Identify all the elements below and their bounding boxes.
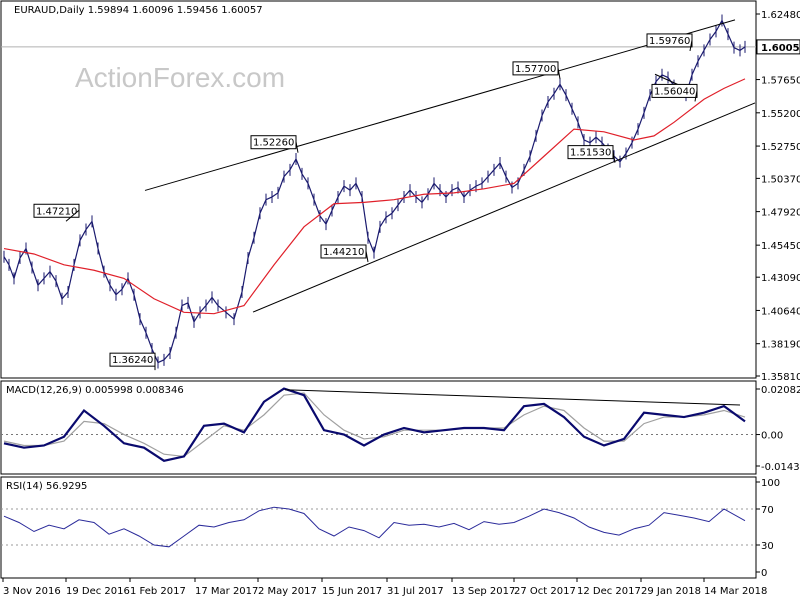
price-layer: [3, 14, 756, 369]
x-tick-label: 14 Mar 2018: [704, 586, 767, 597]
rsi-header: RSI(14) 56.9295: [6, 481, 87, 492]
x-tick-label: 2 May 2017: [258, 586, 317, 597]
x-tick-label: 29 Jan 2018: [641, 586, 701, 597]
rsi-y-tick-label: 100: [761, 478, 780, 489]
macd-y-tick-label: -0.014386: [761, 462, 800, 473]
price-annotation-pointer: [557, 67, 561, 79]
price-y-tick-label: 1.38190: [761, 340, 800, 351]
price-annotation-pointer: [295, 141, 299, 153]
price-annotation-label: 1.51530: [570, 148, 611, 159]
price-annotation-label: 1.56040: [654, 86, 695, 97]
macd-line: [3, 387, 746, 462]
price-y-tick-label: 1.45450: [761, 241, 800, 252]
moving-average-line: [3, 78, 746, 315]
price-y-tick-label: 1.50370: [761, 174, 800, 185]
macd-trend-line: [284, 389, 741, 406]
x-tick-label: 27 Oct 2017: [514, 586, 576, 597]
price-annotation-label: 1.52260: [253, 138, 294, 149]
x-tick-label: 31 Jul 2017: [387, 586, 444, 597]
price-annotation-pointer: [65, 209, 80, 222]
price-annotation-label: 1.44210: [323, 247, 364, 258]
x-tick-label: 15 Jun 2017: [322, 586, 382, 597]
axis-layer: 1.35810 1.38190 1.40640 1.43090 1.45450 1.479…: [2, 10, 800, 597]
macd-layer: [1, 387, 756, 462]
x-tick-label: 17 Mar 2017: [195, 586, 258, 597]
price-y-tick-label: 1.47920: [761, 208, 800, 219]
price-y-tick-label: 1.57650: [761, 76, 800, 87]
trend-line: [144, 19, 736, 191]
price-y-tick-label: 1.40640: [761, 306, 800, 317]
rsi-panel-frame: [0, 476, 757, 579]
macd-panel-frame: [0, 380, 757, 475]
x-tick-label: 12 Dec 2017: [577, 586, 641, 597]
chart-header: EURAUD,Daily 1.59894 1.60096 1.59456 1.6…: [14, 5, 263, 16]
price-annotation-label: 1.36240: [112, 355, 153, 366]
price-y-tick-label: 1.55200: [761, 109, 800, 120]
price-annotation-pointer: [612, 151, 616, 163]
price-y-tick-label: 1.35810: [761, 372, 800, 383]
price-annotation-pointer: [365, 250, 369, 263]
price-y-tick-label: 1.43090: [761, 273, 800, 284]
price-annotation-label: 1.59760: [649, 36, 690, 47]
x-tick-label: 3 Nov 2016: [3, 586, 61, 597]
price-annotation-label: 1.57700: [515, 64, 556, 75]
price-y-tick-label: 1.62480: [761, 10, 800, 21]
rsi-y-tick-label: 0: [761, 568, 767, 579]
annotation-layer: 1.47210 1.36240 1.52260 1.44210 1.57700 1.515…: [33, 33, 698, 371]
macd-y-tick-label: 0.00: [761, 431, 783, 442]
rsi-layer: [1, 506, 756, 548]
x-tick-label: 13 Sep 2017: [452, 586, 515, 597]
price-panel-frame: [0, 0, 757, 379]
price-annotation-pointer: [694, 90, 698, 102]
rsi-y-tick-label: 30: [761, 541, 774, 552]
rsi-line: [3, 506, 746, 548]
price-annotation-pointer: [689, 39, 693, 52]
macd-y-tick-label: 0.020827: [761, 385, 800, 396]
macd-header: MACD(12,26,9) 0.005998 0.008346: [6, 385, 184, 396]
x-tick-label: 1 Feb 2017: [130, 586, 186, 597]
trend-line: [252, 102, 756, 313]
x-tick-label: 19 Dec 2016: [66, 586, 130, 597]
price-annotation-label: 1.47210: [36, 206, 77, 217]
watermark: ActionForex.com: [75, 62, 285, 93]
price-y-tick-label: 1.52750: [761, 142, 800, 153]
last-price-box: [756, 39, 800, 55]
rsi-y-tick-label: 70: [761, 505, 774, 516]
last-price-label: 1.60057: [761, 43, 800, 54]
